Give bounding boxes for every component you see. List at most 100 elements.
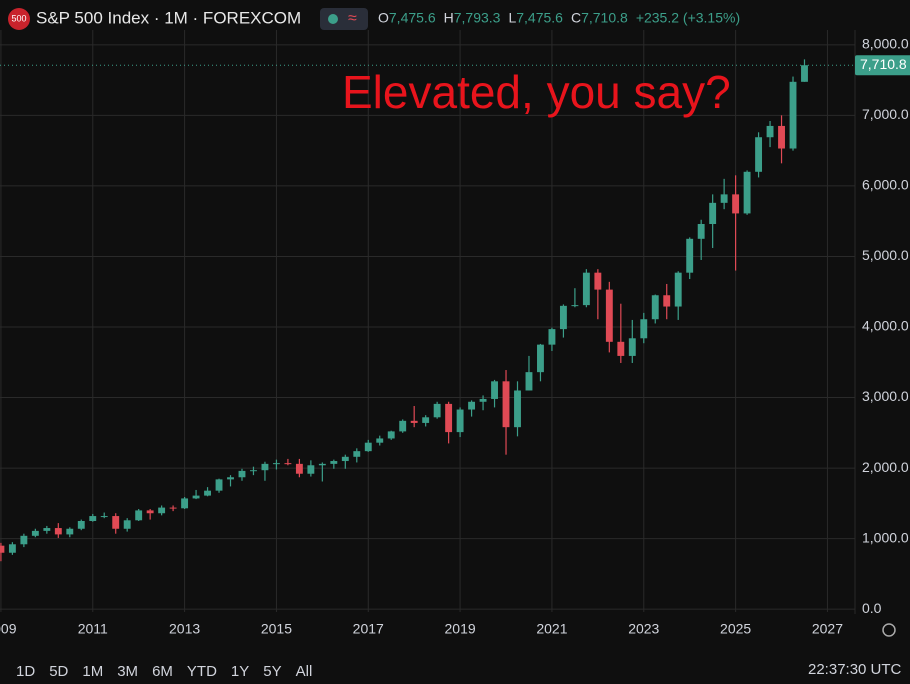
settings-icon[interactable] <box>882 623 896 637</box>
candle-body <box>20 535 28 545</box>
y-tick-label: 2,000.0 <box>862 459 909 475</box>
candle-body <box>318 463 326 466</box>
legend-value: 7,475.6 <box>516 10 563 26</box>
candle-body <box>697 224 705 239</box>
x-tick-label: 2015 <box>261 621 292 637</box>
candle-body <box>686 238 694 273</box>
range-button[interactable]: 5Y <box>263 663 281 680</box>
candle-body <box>353 451 361 457</box>
candle-body <box>525 372 533 391</box>
candle-body <box>514 390 521 428</box>
candle-body <box>272 463 280 465</box>
candle-body <box>31 530 39 536</box>
candle-body <box>169 507 177 509</box>
indicator-toggle[interactable] <box>320 8 368 30</box>
legend-key: L <box>508 10 516 26</box>
range-button[interactable]: All <box>296 663 313 680</box>
candle-body <box>100 516 108 518</box>
y-tick-label: 5,000.0 <box>862 247 909 263</box>
candle-body <box>284 463 292 465</box>
candle-body <box>801 65 808 82</box>
x-tick-label: 2013 <box>169 621 200 637</box>
y-tick-label: 4,000.0 <box>862 318 909 334</box>
candle-body <box>181 498 189 509</box>
price-tag <box>855 55 910 76</box>
candle-body <box>307 465 315 474</box>
candle-body <box>743 171 751 214</box>
y-tick-label: 0.0 <box>862 600 882 616</box>
candle-body <box>766 125 774 138</box>
candle-body <box>410 420 418 423</box>
legend-key: H <box>444 10 454 26</box>
candle-body <box>112 516 120 529</box>
range-button[interactable]: 1M <box>82 663 103 680</box>
candle-body <box>123 520 131 529</box>
candle-body <box>387 431 395 439</box>
range-button[interactable]: 1D <box>16 663 35 680</box>
candle-body <box>261 463 269 471</box>
candle-body <box>605 289 613 342</box>
candle-body <box>250 470 257 472</box>
candle-body <box>732 194 740 214</box>
candle-body <box>146 510 154 514</box>
candle-body <box>720 194 728 203</box>
candle-body <box>422 417 430 423</box>
candle-body <box>238 470 246 478</box>
candle-body <box>135 510 143 521</box>
candle-body <box>295 463 303 474</box>
y-tick-label: 7,000.0 <box>862 106 909 122</box>
candle-body <box>445 403 453 433</box>
candle-body <box>66 528 74 535</box>
x-tick-label: 2027 <box>812 621 843 637</box>
candle-body <box>594 272 602 290</box>
badge-text: 500 <box>11 13 26 23</box>
range-button[interactable]: YTD <box>187 663 217 680</box>
x-tick-label: 2017 <box>353 621 384 637</box>
candle-body <box>0 545 5 553</box>
candle-body <box>617 341 625 356</box>
y-tick-label: 6,000.0 <box>862 177 909 193</box>
candle-body <box>755 137 763 172</box>
candle-body <box>548 329 556 345</box>
x-tick-label: 2009 <box>0 621 17 637</box>
toolbar: 1D 5D 1M 3M 6M YTD 1Y 5Y All 22:37:30 UTC <box>16 661 902 680</box>
candle-body <box>456 409 464 433</box>
candle-body <box>364 442 372 452</box>
price-tag-label: 7,710.8 <box>860 56 907 72</box>
annotation: Elevated, you say? <box>342 66 731 118</box>
candle-body <box>571 305 579 307</box>
candle-body <box>479 398 487 402</box>
candle-body <box>192 495 200 499</box>
clock: 22:37:30 UTC <box>808 661 902 678</box>
candle-body <box>663 295 671 307</box>
candle-body <box>559 305 567 330</box>
candles <box>0 59 808 562</box>
range-button[interactable]: 5D <box>49 663 68 680</box>
candle-body <box>399 420 407 432</box>
candle-body <box>43 528 51 531</box>
range-button[interactable]: 1Y <box>231 663 249 680</box>
legend-value: 7,793.3 <box>454 10 501 26</box>
x-tick-label: 2025 <box>720 621 751 637</box>
candle-body <box>330 461 338 464</box>
ohlc-legend: O 7,475.6 H 7,793.3 L 7,475.6 C 7,710.8 +235.2 (… <box>378 10 740 26</box>
candle-body <box>89 516 97 521</box>
candle-body <box>502 381 510 428</box>
candle-body <box>215 479 223 491</box>
y-tick-label: 3,000.0 <box>862 388 909 404</box>
y-tick-label: 1,000.0 <box>862 529 909 545</box>
candle-body <box>640 319 648 339</box>
range-button[interactable]: 6M <box>152 663 173 680</box>
x-tick-label: 2019 <box>445 621 476 637</box>
candle-body <box>376 438 384 443</box>
candle-body <box>582 272 590 306</box>
x-tick-label: 2011 <box>78 621 108 637</box>
candle-body <box>778 125 785 149</box>
range-button[interactable]: 3M <box>117 663 138 680</box>
candle-body <box>54 528 62 535</box>
candle-body <box>651 295 659 320</box>
candle-body <box>227 477 234 480</box>
